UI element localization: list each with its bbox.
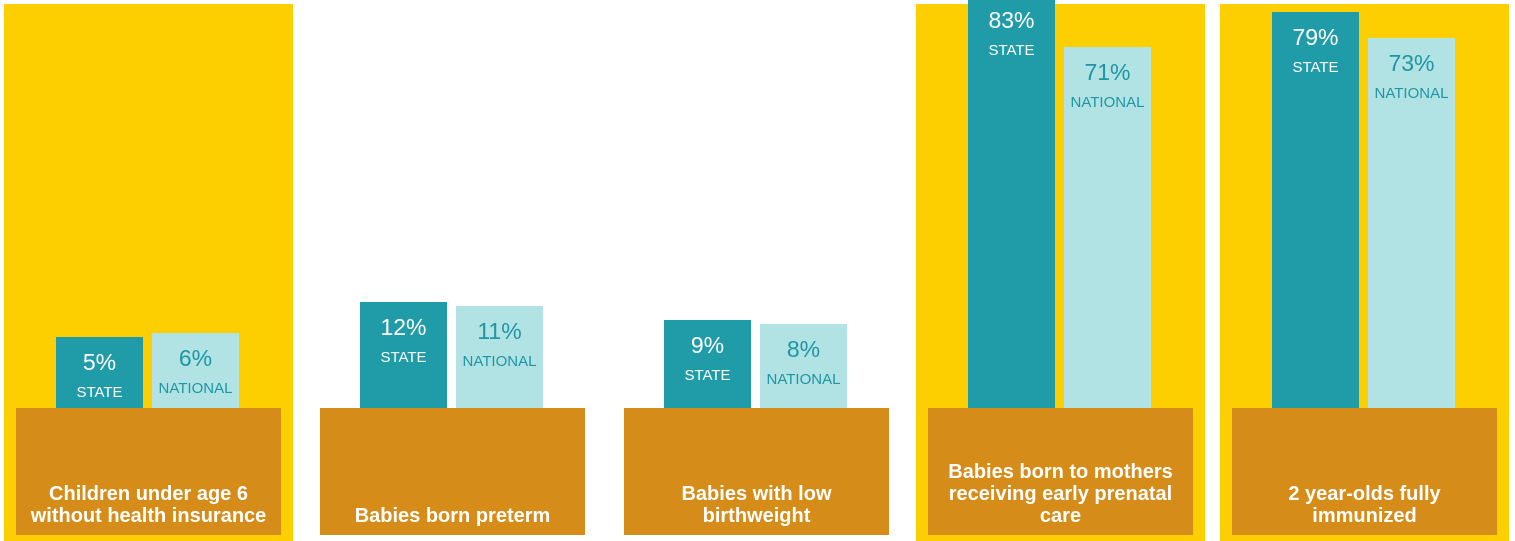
- state-category-label: STATE: [76, 384, 123, 401]
- label-base: 2 year-olds fully immunized: [1232, 408, 1497, 535]
- chart-panel-1: 5% STATE 6% NATIONAL Children under age 6 wi…: [4, 4, 293, 541]
- state-category-label: STATE: [380, 349, 427, 366]
- national-value-label: 6%: [178, 345, 213, 371]
- national-category-label: NATIONAL: [1374, 85, 1449, 102]
- national-value-label: 73%: [1388, 50, 1435, 76]
- national-category-label: NATIONAL: [1070, 94, 1145, 111]
- label-base: Babies with low birthweight: [624, 408, 889, 535]
- label-base: Babies born preterm: [320, 408, 585, 535]
- chart-title: Babies born to mothers receiving early p…: [948, 461, 1173, 527]
- chart-panel-2: 12% STATE 11% NATIONAL Babies born preterm: [308, 4, 597, 541]
- chart-title: Babies born preterm: [354, 505, 551, 527]
- national-bar: 11% NATIONAL: [456, 306, 543, 408]
- chart-title: Children under age 6 without health insu…: [30, 483, 267, 527]
- state-category-label: STATE: [988, 42, 1035, 59]
- state-value-label: 9%: [690, 332, 725, 358]
- state-value-label: 83%: [988, 7, 1035, 33]
- national-value-label: 8%: [786, 336, 821, 362]
- label-base: Babies born to mothers receiving early p…: [928, 408, 1193, 535]
- national-bar: 6% NATIONAL: [152, 333, 239, 408]
- label-base: Children under age 6 without health insu…: [16, 408, 281, 535]
- national-value-label: 71%: [1084, 59, 1131, 85]
- chart-panel-3: 9% STATE 8% NATIONAL Babies with low birthwe…: [612, 4, 901, 541]
- state-value-label: 12%: [380, 314, 427, 340]
- national-category-label: NATIONAL: [158, 380, 233, 397]
- national-value-label: 11%: [477, 318, 522, 344]
- state-value-label: 79%: [1292, 24, 1339, 50]
- national-category-label: NATIONAL: [766, 371, 841, 388]
- chart-title: 2 year-olds fully immunized: [1288, 483, 1441, 527]
- state-bar: 9% STATE: [664, 320, 751, 408]
- state-bar: 12% STATE: [360, 302, 447, 408]
- national-bar: 8% NATIONAL: [760, 324, 847, 408]
- state-bar: 5% STATE: [56, 337, 143, 408]
- chart-title: Babies with low birthweight: [681, 483, 832, 527]
- chart-panel-5: 79% STATE 73% NATIONAL 2 year-olds fully imm…: [1220, 4, 1509, 541]
- chart-panel-4: 83% STATE 71% NATIONAL Babies born to mother…: [916, 0, 1205, 541]
- state-bar: 79% STATE: [1272, 12, 1359, 408]
- state-bar: 83% STATE: [968, 0, 1055, 408]
- state-category-label: STATE: [1292, 59, 1339, 76]
- national-bar: 71% NATIONAL: [1064, 47, 1151, 408]
- state-category-label: STATE: [684, 367, 731, 384]
- state-value-label: 5%: [82, 349, 117, 375]
- national-category-label: NATIONAL: [462, 353, 537, 370]
- national-bar: 73% NATIONAL: [1368, 38, 1455, 408]
